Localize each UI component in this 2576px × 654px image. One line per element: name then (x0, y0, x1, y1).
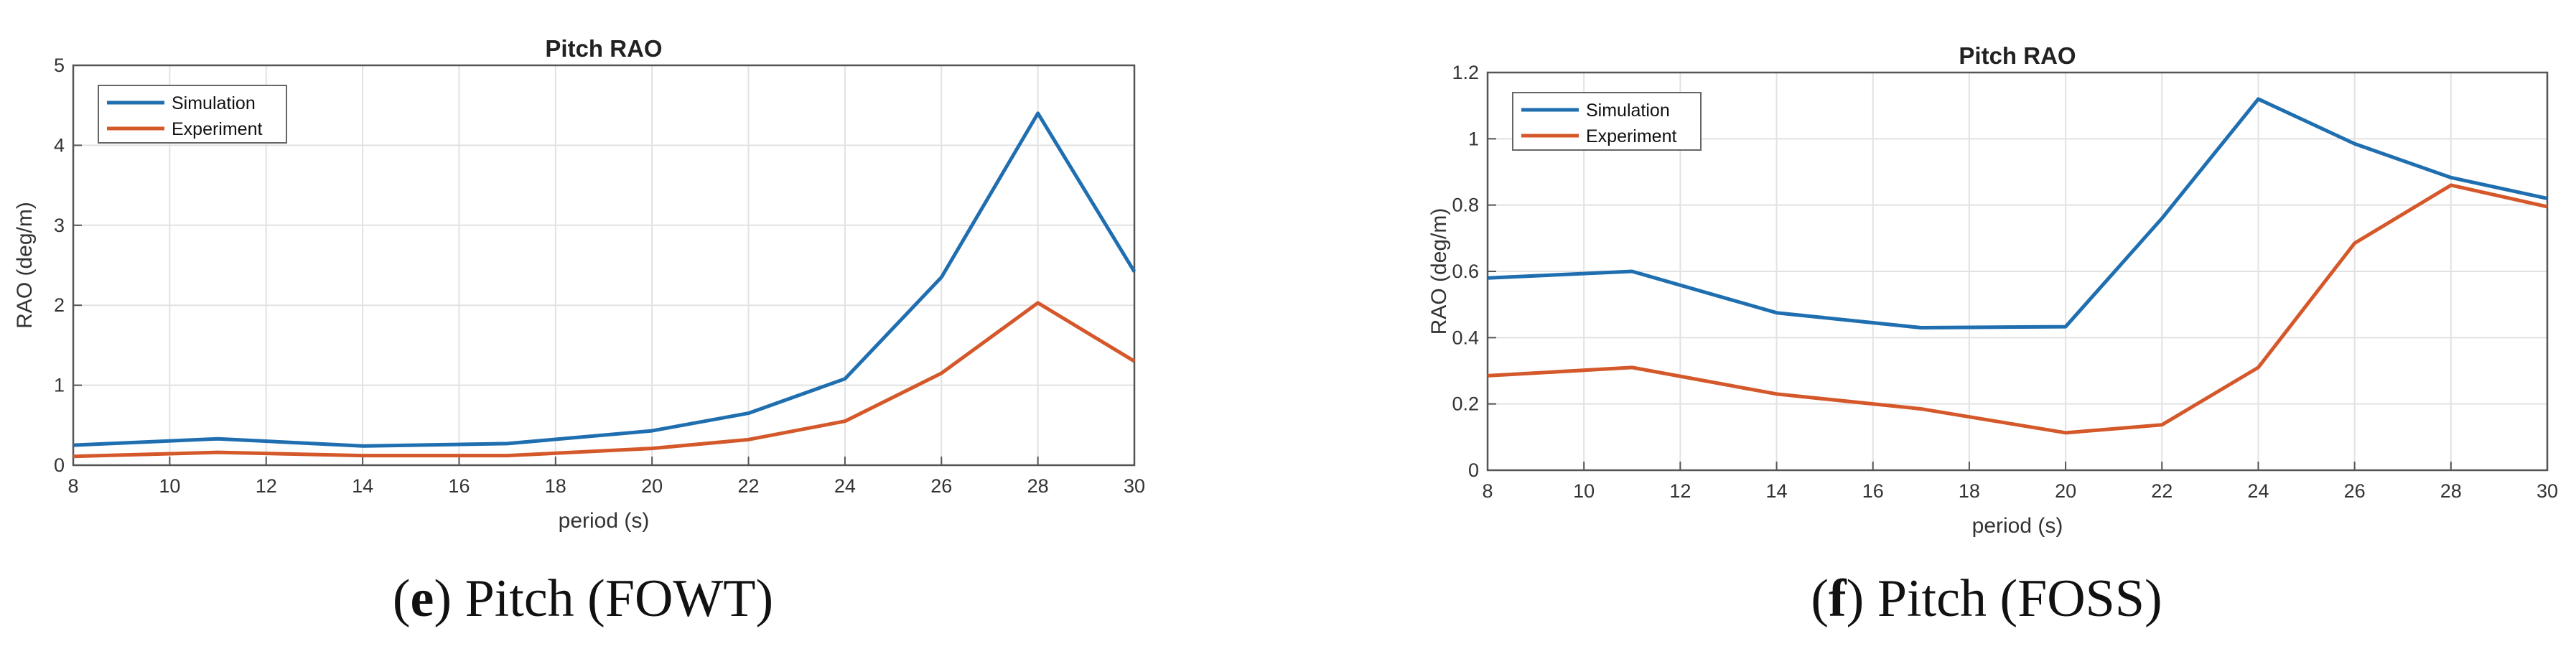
caption-text: Pitch (FOSS) (1864, 569, 2162, 628)
plot-area (72, 64, 1136, 467)
y-tick-label: 0.2 (1452, 393, 1479, 415)
x-tick-label: 18 (1959, 480, 1980, 502)
chart-title: Pitch RAO (545, 35, 662, 62)
y-tick-label: 1 (1468, 128, 1479, 149)
x-tick-label: 14 (1766, 480, 1788, 502)
x-tick-label: 30 (2537, 480, 2558, 502)
x-tick-label: 24 (2247, 480, 2269, 502)
series-line-simulation (1487, 97, 2548, 330)
x-tick-label: 20 (2055, 480, 2076, 502)
x-tick-label: 18 (545, 475, 566, 497)
x-axis-label: period (s) (1972, 514, 2063, 538)
legend-box (1512, 92, 1702, 151)
caption-letter: f (1829, 569, 1847, 628)
y-tick-label: 4 (54, 134, 65, 156)
x-tick-label: 30 (1124, 475, 1145, 497)
legend-entry-experiment: Experiment (1586, 126, 1676, 146)
x-tick-label: 22 (738, 475, 760, 497)
x-axis-label: period (s) (559, 509, 650, 533)
caption-letter: e (411, 569, 434, 628)
legend: Simulation Experiment (98, 85, 287, 144)
chart-title: Pitch RAO (1959, 42, 2076, 69)
y-tick-label: 0.6 (1452, 261, 1479, 282)
figure-caption: (e) Pitch (FOWT) (393, 569, 773, 628)
x-tick-label: 28 (2440, 480, 2462, 502)
y-axis-label: RAO (deg/m) (13, 202, 37, 329)
y-axis-label: RAO (deg/m) (1427, 208, 1451, 335)
x-tick-label: 10 (159, 475, 180, 497)
x-tick-label: 12 (256, 475, 277, 497)
y-tick-label: 0.4 (1452, 327, 1479, 348)
x-tick-label: 16 (448, 475, 470, 497)
x-tick-label: 26 (930, 475, 952, 497)
legend-entry-experiment: Experiment (172, 119, 262, 139)
legend: Simulation Experiment (1512, 92, 1702, 151)
x-tick-label: 8 (1482, 480, 1493, 502)
y-tick-label: 1 (54, 375, 65, 396)
chart-panel-foss: 8 10 12 14 16 18 20 22 24 26 28 30 0 0.2 0.4 0.6 0.8 1 1.2… (1427, 42, 2558, 628)
y-tick-label: 1.2 (1452, 62, 1479, 83)
y-tick-label: 0.8 (1452, 195, 1479, 216)
y-tick-label: 0 (1468, 459, 1479, 481)
series-line-simulation (73, 111, 1137, 448)
x-tick-label: 28 (1027, 475, 1049, 497)
y-tick-label: 3 (54, 215, 65, 236)
series-line-experiment (1487, 183, 2548, 435)
legend-entry-simulation: Simulation (172, 93, 256, 113)
legend-entry-simulation: Simulation (1586, 101, 1670, 121)
figure-caption: (f) Pitch (FOSS) (1811, 569, 2162, 628)
x-tick-label: 14 (352, 475, 373, 497)
x-tick-label: 12 (1669, 480, 1691, 502)
series-line-experiment (73, 301, 1136, 459)
x-tick-label: 20 (641, 475, 663, 497)
x-tick-label: 26 (2344, 480, 2366, 502)
y-tick-label: 5 (54, 55, 65, 76)
x-tick-label: 10 (1573, 480, 1595, 502)
caption-text: Pitch (FOWT) (452, 569, 773, 628)
y-tick-label: 2 (54, 294, 65, 316)
x-tick-label: 8 (67, 475, 78, 497)
x-tick-label: 24 (834, 475, 856, 497)
legend-box (98, 85, 287, 144)
x-tick-label: 22 (2151, 480, 2173, 502)
y-tick-label: 0 (54, 454, 65, 476)
x-tick-label: 16 (1862, 480, 1884, 502)
